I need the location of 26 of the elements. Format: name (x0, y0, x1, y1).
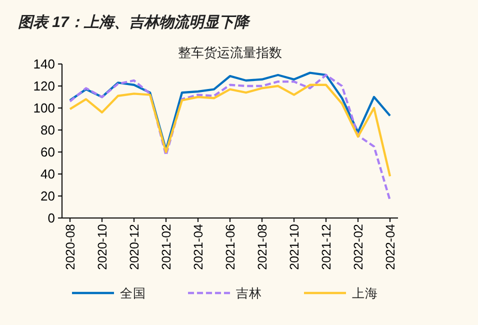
x-tick-label: 2020-12 (128, 224, 142, 270)
y-tick-label: 140 (33, 56, 55, 72)
legend-label: 吉林 (236, 286, 262, 300)
line-series (68, 74, 392, 202)
x-tick-label: 2020-10 (96, 224, 110, 270)
x-tick-label: 2022-04 (384, 224, 398, 270)
x-tick-label: 2021-10 (288, 224, 302, 270)
x-tick-label: 2022-02 (352, 224, 366, 270)
y-tick-label: 40 (40, 166, 55, 182)
legend-label: 上海 (352, 286, 378, 300)
x-tick-label: 2021-12 (320, 224, 334, 270)
y-tick-label: 100 (33, 100, 55, 116)
y-tick-label: 20 (40, 188, 55, 204)
x-tick-label: 2021-04 (192, 224, 206, 270)
y-tick-label: 120 (33, 78, 55, 94)
x-tick-label: 2020-08 (64, 224, 78, 270)
x-tick-label: 2021-06 (224, 224, 238, 270)
x-tick-label: 2021-08 (256, 224, 270, 270)
y-tick-label: 60 (40, 144, 55, 160)
legend-label: 全国 (120, 286, 146, 300)
y-tick-label: 0 (48, 210, 55, 226)
chart-title: 图表 17：上海、吉林物流明显下降 (18, 13, 251, 31)
x-tick-label: 2021-02 (160, 224, 174, 270)
line-series (68, 84, 392, 178)
y-tick-label: 80 (40, 122, 55, 138)
chart-subtitle: 整车货运流量指数 (178, 45, 282, 61)
